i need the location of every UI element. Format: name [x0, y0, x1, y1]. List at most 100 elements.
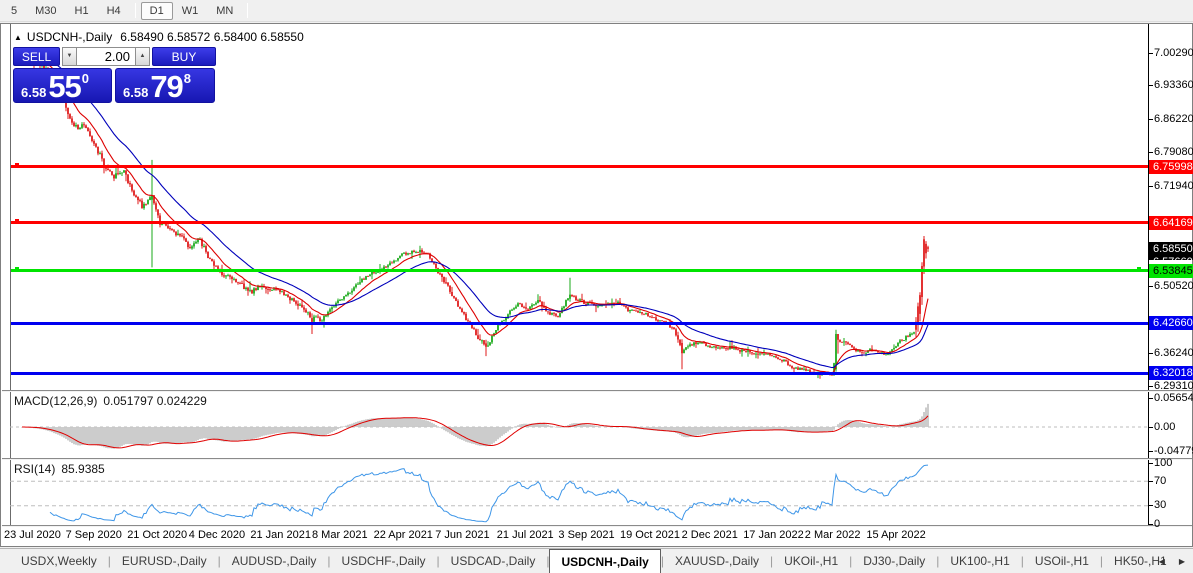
horizontal-line-6.75998[interactable] — [11, 165, 1148, 169]
tab-scroll-controls: ◀ ▶ — [1159, 549, 1185, 573]
toolbar-separator — [134, 3, 136, 18]
timeframe-toolbar[interactable]: 5 M30 H1 H4 D1 W1 MN — [0, 0, 1193, 22]
indicator-tick-label: -0.04779 — [1154, 444, 1193, 457]
tab-separator: | — [660, 554, 664, 568]
date-axis-separator — [2, 525, 1192, 527]
volume-increase-button[interactable]: ▲ — [135, 47, 150, 66]
sell-button[interactable]: SELL — [13, 47, 60, 66]
horizontal-line-6.53845[interactable] — [11, 269, 1148, 273]
macd-pane-separator[interactable] — [2, 390, 1192, 392]
chart-tab-audusd-daily[interactable]: AUDUSD-,Daily — [231, 554, 317, 568]
tab-separator: | — [107, 554, 111, 568]
date-tick-label: 22 Apr 2021 — [373, 529, 433, 541]
tab-separator: | — [936, 554, 940, 568]
price-axis-divider — [1148, 24, 1149, 525]
chart-tab-hk50-h1[interactable]: HK50-,H1 — [1114, 554, 1167, 568]
axis-tick-mark — [1148, 353, 1153, 355]
chart-tab-dj30-daily[interactable]: DJ30-,Daily — [863, 554, 926, 568]
line-anchor-handle[interactable] — [1137, 267, 1141, 272]
axis-tick-mark — [1148, 152, 1153, 154]
line-anchor-handle[interactable] — [15, 219, 19, 223]
timeframe-button-w1[interactable]: W1 — [181, 4, 199, 17]
hline-price-box: 6.32018 — [1149, 366, 1193, 381]
price-chart-canvas[interactable] — [10, 24, 1148, 525]
tab-scroll-right-icon[interactable]: ▶ — [1178, 557, 1185, 566]
chart-window: ▲ USDCNH-,Daily 6.58490 6.58572 6.58400 6.… — [0, 23, 1193, 547]
spinner-down-icon: ▼ — [66, 53, 73, 59]
price-tick-label: 6.93360 — [1154, 79, 1193, 92]
line-anchor-handle[interactable] — [15, 267, 19, 272]
rsi-pane-separator[interactable] — [2, 458, 1192, 460]
date-tick-label: 23 Jul 2020 — [4, 529, 61, 541]
chart-tab-ukoil-h1[interactable]: UKOil-,H1 — [784, 554, 839, 568]
hline-price-box: 6.64169 — [1149, 215, 1193, 230]
tab-separator: | — [849, 554, 853, 568]
timeframe-button-mn[interactable]: MN — [216, 4, 234, 17]
buy-quote-box[interactable]: 6.58 79 8 — [115, 68, 215, 103]
volume-decrease-button[interactable]: ▼ — [62, 47, 77, 66]
tab-separator: | — [217, 554, 221, 568]
axis-tick-mark — [1148, 118, 1153, 120]
line-anchor-handle[interactable] — [15, 163, 19, 168]
price-tick-label: 6.50520 — [1154, 280, 1193, 293]
buy-price-small: 6.58 — [123, 85, 149, 100]
indicator-tick-label: 0.05654 — [1154, 391, 1193, 404]
hline-price-box: 6.53845 — [1149, 263, 1193, 278]
buy-price-sup: 8 — [183, 71, 192, 86]
axis-tick-mark — [1148, 480, 1153, 482]
price-tick-label: 6.86220 — [1154, 112, 1193, 125]
chart-symbol-label: USDCNH-,Daily — [26, 30, 113, 44]
hidden-price-label-sliver: 6.57660 — [1149, 255, 1193, 260]
chart-tab-eurusd-daily[interactable]: EURUSD-,Daily — [121, 554, 207, 568]
horizontal-line-6.64169[interactable] — [11, 221, 1148, 224]
timeframe-button-d1[interactable]: D1 — [140, 1, 173, 20]
price-tick-label: 6.71940 — [1154, 179, 1193, 192]
plot-left-edge — [10, 24, 11, 525]
price-tick-label: 7.00290 — [1154, 46, 1193, 59]
timeframe-button-h4[interactable]: H4 — [106, 4, 121, 17]
macd-name: MACD(12,26,9) — [14, 394, 98, 408]
axis-tick-mark — [1148, 397, 1153, 399]
toolbar-separator — [247, 3, 249, 18]
axis-tick-mark — [1148, 85, 1153, 87]
indicator-tick-label: 30 — [1154, 499, 1167, 512]
tab-scroll-left-icon[interactable]: ◀ — [1158, 557, 1165, 566]
tab-separator: | — [1099, 554, 1104, 568]
date-tick-label: 2 Mar 2022 — [804, 529, 861, 541]
axis-tick-mark — [1148, 426, 1153, 428]
price-tick-label: 6.79080 — [1154, 146, 1193, 159]
horizontal-line-6.32018[interactable] — [11, 371, 1148, 375]
current-price-box: 6.58550 — [1149, 241, 1193, 256]
chart-tab-usoil-h1[interactable]: USOil-,H1 — [1034, 554, 1089, 568]
chart-tab-usdcad-daily[interactable]: USDCAD-,Daily — [450, 554, 536, 568]
hline-price-box: 6.75998 — [1149, 159, 1193, 174]
timeframe-button-5[interactable]: 5 — [11, 4, 18, 17]
volume-input[interactable] — [77, 47, 135, 66]
buy-price-big: 79 — [150, 69, 183, 104]
date-tick-label: 7 Jun 2021 — [435, 529, 490, 541]
chart-tab-xauusd-daily[interactable]: XAUUSD-,Daily — [674, 554, 759, 568]
one-click-trade-panel: SELL ▼ ▲ BUY 6.58 55 0 6.58 79 8 — [13, 47, 216, 103]
timeframe-button-m30[interactable]: M30 — [35, 4, 57, 17]
timeframe-button-h1[interactable]: H1 — [74, 4, 89, 17]
indicator-tick-label: 0.00 — [1154, 420, 1176, 433]
chart-title: ▲ USDCNH-,Daily 6.58490 6.58572 6.58400 6.… — [14, 30, 304, 44]
chart-tab-usdchf-daily[interactable]: USDCHF-,Daily — [341, 554, 426, 568]
axis-tick-mark — [1148, 185, 1153, 187]
sell-price-big: 55 — [48, 69, 81, 104]
axis-tick-mark — [1148, 462, 1153, 464]
macd-values: 0.051797 0.024229 — [103, 394, 207, 408]
axis-tick-mark — [1148, 52, 1153, 54]
axis-tick-mark — [1148, 523, 1153, 525]
tab-separator: | — [546, 554, 550, 568]
chart-tab-usdcnh-daily[interactable]: USDCNH-,Daily — [549, 548, 661, 573]
date-tick-label: 21 Jul 2021 — [496, 529, 554, 541]
date-tick-label: 4 Dec 2020 — [188, 529, 246, 541]
chart-tab-usdx-weekly[interactable]: USDX,Weekly — [21, 554, 97, 568]
horizontal-line-6.42660[interactable] — [11, 321, 1148, 325]
buy-button[interactable]: BUY — [152, 47, 216, 66]
collapse-triangle-icon[interactable]: ▲ — [14, 33, 22, 42]
sell-quote-box[interactable]: 6.58 55 0 — [13, 68, 112, 103]
chart-tab-uk100-h1[interactable]: UK100-,H1 — [950, 554, 1010, 568]
